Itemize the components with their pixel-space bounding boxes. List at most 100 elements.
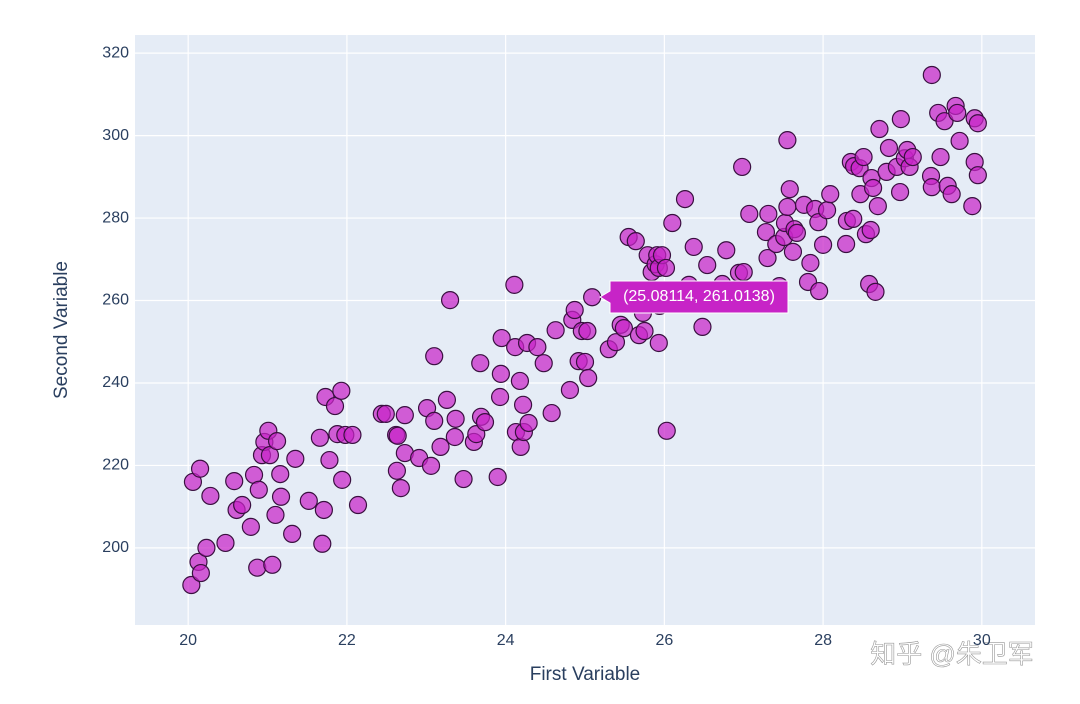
point [197,538,216,558]
point [271,487,291,506]
point [492,328,511,348]
x-tick-label: 30 [973,632,991,649]
point [271,464,290,484]
point [513,395,533,414]
point [890,182,910,202]
point [510,371,530,391]
point [325,396,345,416]
point [491,364,510,384]
point [863,178,883,198]
watermark: 知乎 @朱卫军 [870,639,1034,669]
point [490,387,510,407]
point [425,411,444,431]
point [575,352,595,372]
point [286,449,305,468]
point [248,558,267,577]
point [216,533,235,553]
point [440,291,460,310]
point [733,157,752,177]
point [870,119,889,139]
point [891,110,910,129]
point [950,131,969,151]
point [693,317,712,337]
point [534,354,553,373]
point [299,491,318,510]
point [810,281,829,301]
point [241,517,260,536]
point [734,262,753,282]
x-axis-title: First Variable [530,664,641,685]
point [528,338,547,357]
point [931,147,950,167]
point [565,300,584,320]
hover-box [599,280,789,314]
point [821,185,840,204]
point [783,242,803,261]
point [333,470,352,489]
y-tick-label: 320 [102,44,129,61]
point [431,437,450,456]
point [437,390,457,409]
point [343,425,362,445]
point [182,575,201,595]
point [861,220,880,240]
y-tick-label: 240 [102,374,129,391]
point [283,524,302,543]
point [391,479,410,498]
point [684,237,703,257]
point [578,321,597,341]
y-tick-label: 280 [102,209,129,226]
point [267,432,287,451]
point [475,413,495,432]
point [579,368,598,388]
point [266,505,285,525]
point [759,204,778,224]
point [614,319,633,338]
point [560,380,580,400]
point [376,404,395,424]
point [387,461,407,480]
point [263,555,282,574]
point [454,469,473,489]
x-tick-label: 22 [338,632,356,649]
point [780,180,799,199]
point [801,253,820,273]
point [817,201,837,220]
point [968,166,987,185]
x-tick-label: 24 [497,632,515,649]
point [310,428,330,447]
point [320,450,339,470]
point [948,103,967,123]
point [421,456,441,475]
point [190,459,210,478]
point [649,333,668,353]
point [942,185,961,204]
point [314,500,333,520]
point [395,406,414,425]
point [778,131,797,150]
point [446,409,465,428]
point [425,347,444,366]
point [388,426,407,445]
x-tick-label: 20 [179,632,197,649]
point [879,138,899,158]
point [606,333,626,352]
point [511,437,530,456]
x-tick-label: 28 [814,632,832,649]
y-tick-label: 220 [102,457,129,474]
point [698,255,717,275]
point [348,495,368,515]
point [740,204,759,224]
point [854,147,873,167]
point [903,147,922,167]
point [626,232,645,251]
point [868,197,887,216]
y-tick-label: 300 [102,127,129,144]
point [191,563,210,583]
point [866,282,885,301]
point [968,114,987,133]
hover-label: (25.08114, 261.0138) [599,280,789,314]
point [542,403,561,423]
point [663,213,682,233]
